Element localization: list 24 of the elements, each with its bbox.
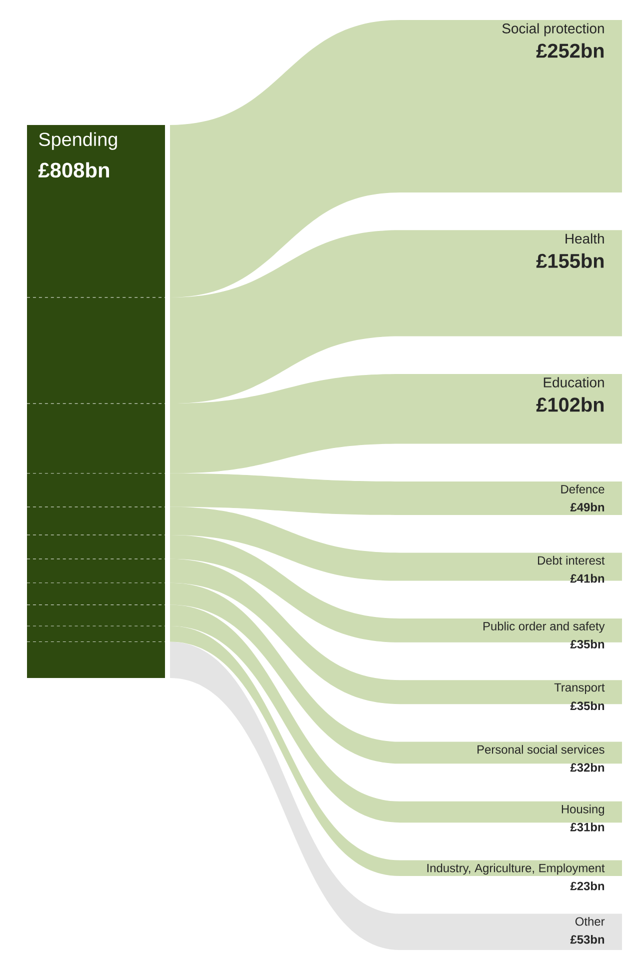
category-label: Personal social services [478,744,604,754]
category-label: Debt interest [538,556,605,565]
data-label: £102bn [536,397,604,412]
category-label: Education [544,377,604,388]
category-label: Other [575,916,605,926]
category-label: Defence [561,484,604,494]
category-label: Health [566,233,604,244]
data-label: £35bn [570,640,604,648]
category-label: Public order and safety [484,622,605,633]
category-label: Transport [554,683,605,694]
data-label: £49bn [570,502,604,512]
data-label: £35bn [570,701,604,710]
data-label: £31bn [570,822,604,832]
text: £808bn [38,162,109,178]
category-label: Social protection [502,23,604,36]
data-label: £32bn [570,762,604,772]
data-label: £53bn [570,934,604,944]
data-label: £23bn [570,882,604,890]
category-label: Industry, Agriculture, Employment [427,864,605,875]
category-label: Housing [562,804,604,816]
data-label: £155bn [536,253,604,268]
data-label: £41bn [570,574,604,583]
data-label: £252bn [536,43,604,58]
text: Spending [39,132,117,150]
